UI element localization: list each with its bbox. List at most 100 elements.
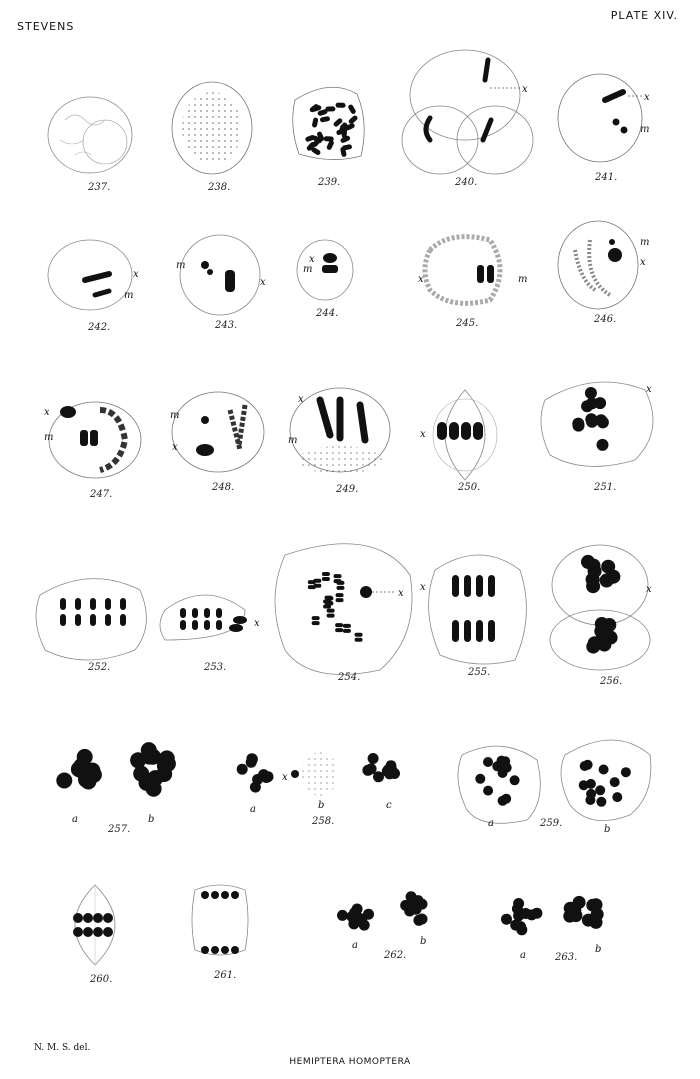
chromosome	[236, 763, 248, 775]
figure-253: x 253.	[159, 594, 260, 673]
figure-number: 252.	[87, 662, 110, 673]
chromosome	[93, 913, 103, 923]
chromosome	[348, 115, 358, 124]
label-x: x	[646, 584, 652, 595]
label-m: m	[176, 260, 185, 271]
label-x: x	[640, 257, 646, 268]
chromosome	[75, 614, 81, 626]
chromosome	[586, 415, 598, 428]
figure-number: 247.	[89, 489, 112, 500]
figure-250: x 250.	[420, 389, 498, 493]
figure-247: x m 247.	[44, 401, 142, 500]
label-m: m	[518, 274, 527, 285]
chromosome	[335, 623, 344, 628]
chromosome	[336, 580, 345, 585]
chromosome	[84, 762, 101, 779]
chromosome	[340, 124, 351, 130]
chromosome	[354, 632, 363, 637]
figure-number: 249.	[335, 484, 358, 495]
figure-242: x m 242.	[47, 239, 139, 333]
chromosome	[56, 772, 73, 789]
chromosome	[201, 891, 209, 899]
chromosome	[83, 913, 93, 923]
chromosome	[586, 639, 601, 654]
chromosome	[83, 927, 93, 937]
chromosome	[312, 117, 319, 128]
chromosome	[367, 753, 379, 764]
figure-number: 240.	[454, 177, 477, 188]
chromosome	[362, 764, 374, 776]
figure-number: 243.	[214, 320, 237, 331]
figure-number: 239.	[317, 177, 340, 188]
chromosome	[475, 773, 486, 784]
chromosome	[509, 775, 520, 786]
plate-number: PLATE XIV.	[610, 9, 678, 22]
chromosome	[452, 620, 459, 642]
label-x: x	[260, 277, 266, 288]
chromosome	[531, 907, 543, 919]
chromosome	[73, 927, 83, 937]
chromosome	[201, 946, 209, 954]
figure-248: m x 248.	[170, 391, 265, 493]
figure-number: 245.	[455, 318, 478, 329]
label-m: m	[170, 410, 179, 421]
drawing-credit: N. M. S. del.	[34, 1043, 91, 1053]
chromosome	[348, 104, 356, 114]
chromosome	[483, 757, 493, 767]
chromosome	[141, 748, 158, 765]
figure-number: 259.	[539, 818, 562, 829]
chromosome	[325, 106, 336, 112]
chromosome	[586, 898, 600, 912]
chromosome	[249, 781, 261, 793]
chromosome	[337, 909, 348, 921]
chromosome	[572, 895, 586, 909]
chromosome	[105, 614, 111, 626]
chromosome	[488, 620, 495, 642]
figure-243: m x 243.	[176, 234, 266, 331]
chromosome	[594, 397, 607, 410]
chromosome	[216, 608, 222, 618]
chromosome	[452, 575, 459, 597]
chromosome	[103, 913, 113, 923]
figure-237: 237.	[47, 96, 133, 193]
chromosome	[231, 946, 239, 954]
plate-caption: HEMIPTERA HOMOPTERA	[289, 1057, 411, 1067]
label-x: x	[44, 407, 50, 418]
figure-262: a b 262.	[337, 891, 428, 961]
label-b: b	[420, 936, 426, 947]
figure-number: 248.	[211, 482, 234, 493]
label-b: b	[604, 824, 610, 835]
chromosome	[595, 785, 606, 796]
chromosome	[563, 909, 577, 923]
figure-245: x m 245.	[418, 234, 527, 329]
figure-number: 246.	[593, 314, 616, 325]
chromosome	[341, 128, 348, 139]
figure-number: 257.	[107, 824, 130, 835]
chromosome	[158, 750, 175, 767]
figure-number: 251.	[593, 482, 616, 493]
figure-238: 238.	[171, 81, 253, 193]
chromosome	[221, 891, 229, 899]
label-b: b	[148, 814, 154, 825]
chromosome	[416, 913, 428, 925]
label-x: x	[646, 384, 652, 395]
figure-number: 250.	[457, 482, 480, 493]
chromosome	[510, 919, 522, 931]
chromosome	[336, 585, 345, 590]
label-b: b	[595, 944, 601, 955]
chromosome	[597, 637, 612, 652]
figure-number: 260.	[89, 974, 112, 985]
chromosome	[306, 141, 316, 151]
chromosome	[335, 628, 344, 633]
label-a: a	[352, 940, 358, 951]
chromosome	[325, 596, 334, 601]
chromosome	[60, 614, 66, 626]
figure-240: x 240.	[401, 49, 534, 188]
figure-261: 261.	[191, 884, 249, 981]
chromosome	[311, 105, 322, 112]
chromosome	[606, 569, 621, 584]
label-x: x	[133, 269, 139, 280]
chromosome	[180, 620, 186, 630]
chromosome	[180, 608, 186, 618]
label-m: m	[288, 435, 297, 446]
